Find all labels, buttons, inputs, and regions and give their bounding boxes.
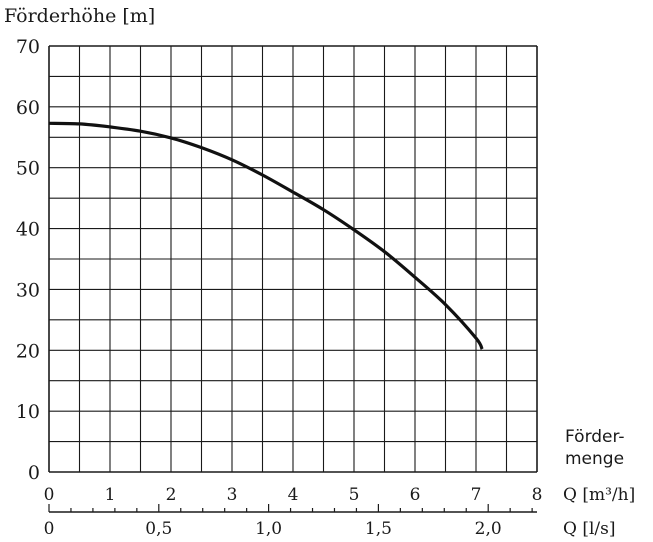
x-axis-unit: Q [m³/h] (563, 485, 635, 505)
x-tick-label: 8 (532, 485, 543, 505)
x-tick-label: 4 (288, 485, 299, 505)
y-tick-label: 10 (16, 401, 40, 423)
y-tick-label: 30 (16, 279, 40, 301)
x-tick-label: 7 (471, 485, 482, 505)
y-tick-label: 40 (16, 219, 40, 241)
y-tick-label: 60 (16, 97, 40, 119)
y-tick-label: 20 (16, 340, 40, 362)
series-line (48, 121, 484, 350)
x-tick-label: 6 (410, 485, 421, 505)
x-axis-title-line-2: menge (565, 449, 624, 469)
x2-tick-label: 0 (44, 519, 55, 539)
x-tick-label: 0 (44, 485, 55, 505)
y-tick-label: 70 (16, 36, 40, 58)
x-axis-title-line-1: Förder- (565, 427, 625, 447)
y-tick-label: 50 (16, 158, 40, 180)
x2-tick-label: 1,0 (255, 519, 282, 539)
y-tick-label: 0 (28, 462, 40, 484)
x2-tick-labels: 0 0,5 1,0 1,5 2,0 (44, 519, 502, 539)
x-tick-label: 1 (105, 485, 116, 505)
x-tick-label: 5 (349, 485, 360, 505)
x2-tick-label: 1,5 (365, 519, 392, 539)
grid-major (48, 45, 538, 473)
x2-axis-unit: Q [l/s] (563, 519, 616, 539)
y-axis-title: Förderhöhe [m] (4, 5, 155, 27)
y-tick-labels: 0 10 20 30 40 50 60 70 (16, 36, 40, 484)
x2-axis (48, 504, 537, 513)
x2-tick-label: 0,5 (145, 519, 172, 539)
series-layer (48, 121, 484, 350)
x-tick-labels: 0 1 2 3 4 5 6 7 8 (44, 485, 543, 505)
x2-tick-label: 2,0 (475, 519, 502, 539)
x-tick-label: 3 (227, 485, 238, 505)
x-tick-label: 2 (166, 485, 177, 505)
